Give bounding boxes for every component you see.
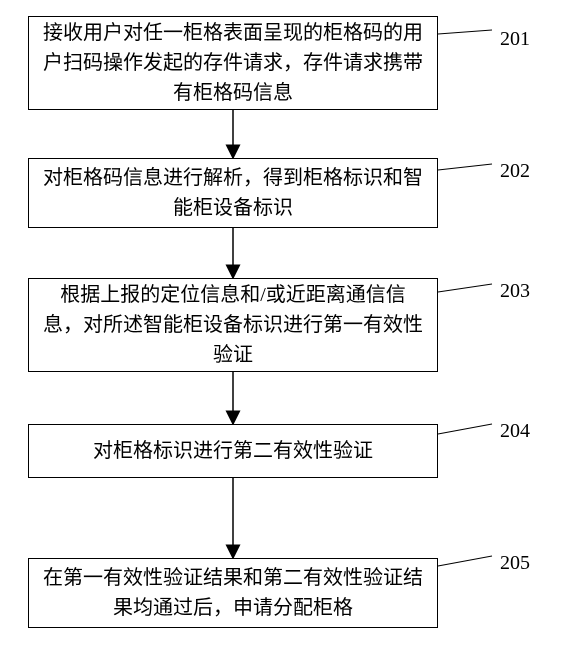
- flow-step-n5: 在第一有效性验证结果和第二有效性验证结果均通过后，申请分配柜格: [28, 558, 438, 628]
- step-number-label: 205: [500, 552, 530, 575]
- step-number-label: 201: [500, 28, 530, 51]
- label-leader: [438, 424, 492, 434]
- label-leader: [438, 164, 492, 170]
- flow-step-text: 接收用户对任一柜格表面呈现的柜格码的用户扫码操作发起的存件请求，存件请求携带有柜…: [41, 18, 425, 108]
- label-leader: [438, 30, 492, 34]
- label-leader: [438, 284, 492, 292]
- step-number-label: 203: [500, 280, 530, 303]
- flow-step-n4: 对柜格标识进行第二有效性验证: [28, 424, 438, 478]
- step-number-label: 204: [500, 420, 530, 443]
- flow-step-n3: 根据上报的定位信息和/或近距离通信信息，对所述智能柜设备标识进行第一有效性验证: [28, 278, 438, 372]
- flow-step-text: 对柜格码信息进行解析，得到柜格标识和智能柜设备标识: [41, 163, 425, 223]
- label-leader: [438, 556, 492, 566]
- step-number-label: 202: [500, 160, 530, 183]
- flow-step-text: 对柜格标识进行第二有效性验证: [93, 436, 373, 466]
- flow-step-n1: 接收用户对任一柜格表面呈现的柜格码的用户扫码操作发起的存件请求，存件请求携带有柜…: [28, 16, 438, 110]
- flow-step-text: 在第一有效性验证结果和第二有效性验证结果均通过后，申请分配柜格: [41, 563, 425, 623]
- flow-step-n2: 对柜格码信息进行解析，得到柜格标识和智能柜设备标识: [28, 158, 438, 228]
- flow-step-text: 根据上报的定位信息和/或近距离通信信息，对所述智能柜设备标识进行第一有效性验证: [41, 280, 425, 370]
